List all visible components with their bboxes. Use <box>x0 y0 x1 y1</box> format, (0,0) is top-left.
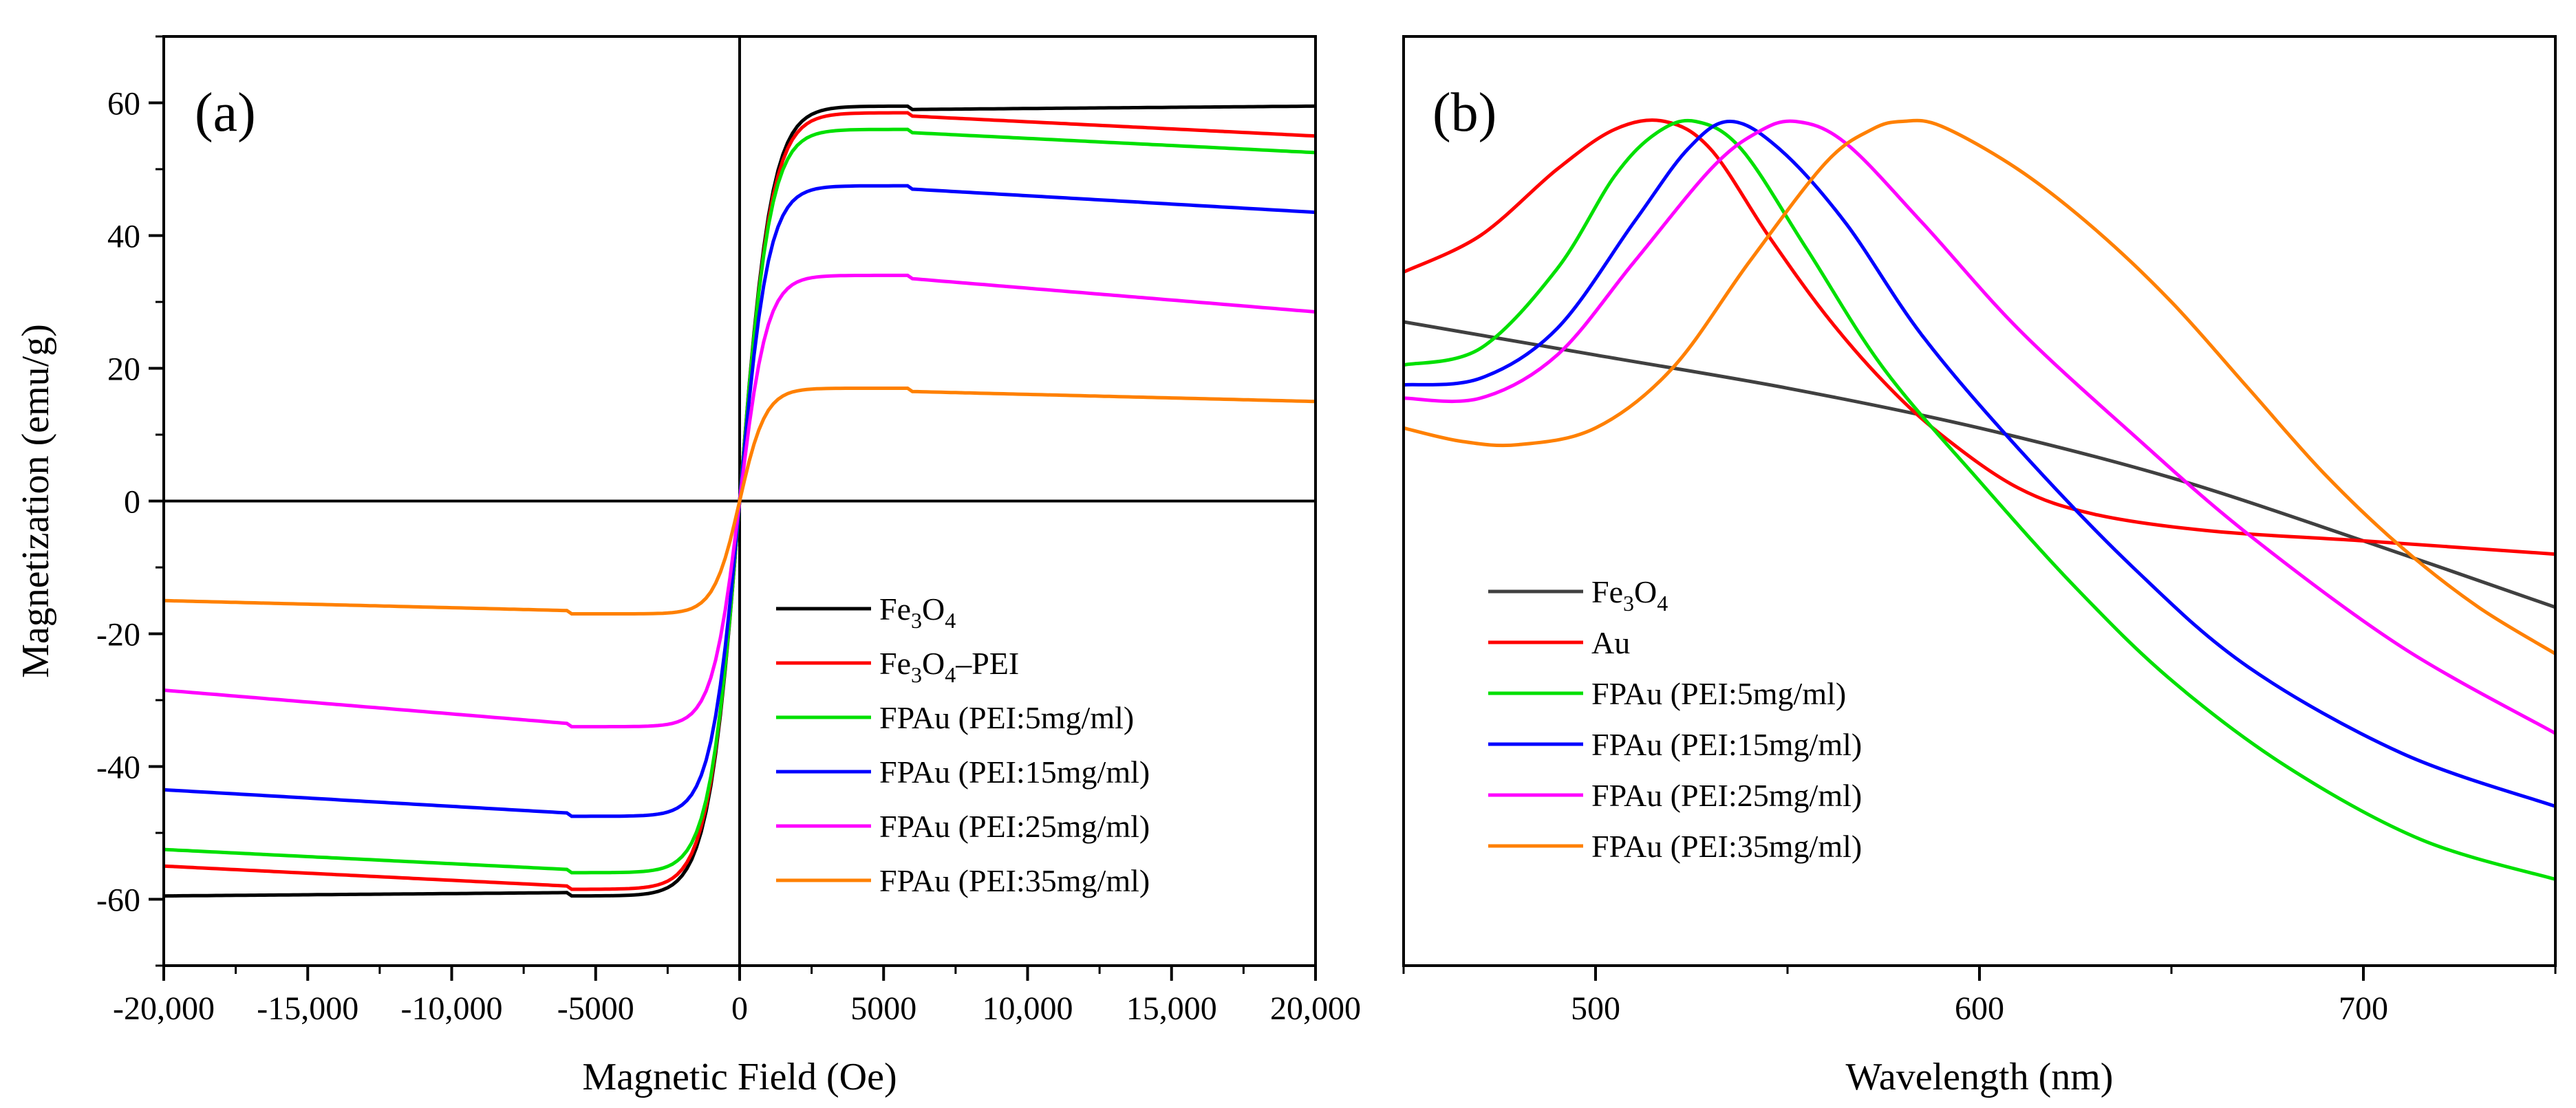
x-tick-label: 10,000 <box>983 990 1073 1027</box>
panel-label: (a) <box>195 83 256 143</box>
legend-text-part: Fe <box>1591 574 1623 609</box>
x-tick-label: -5000 <box>557 990 634 1027</box>
x-tick-label: 500 <box>1571 990 1620 1027</box>
y-axis-title: Magnetization (emu/g) <box>14 324 57 678</box>
legend-entry-3: FPAu (PEI:15mg/ml) <box>879 754 1150 790</box>
plot-frame <box>1402 35 2557 967</box>
x-tick-label: -20,000 <box>113 990 215 1027</box>
x-tick-label: 0 <box>731 990 748 1027</box>
x-tick-label: 700 <box>2339 990 2388 1027</box>
x-tick-label: -10,000 <box>401 990 503 1027</box>
legend-subscript: 3 <box>911 662 922 687</box>
x-axis-title: Magnetic Field (Oe) <box>582 1056 897 1098</box>
legend-entry-2: FPAu (PEI:5mg/ml) <box>1591 676 1846 711</box>
legend-text-part: Fe <box>879 591 911 627</box>
series-line-1 <box>1404 118 2555 556</box>
x-tick-label: 5000 <box>850 990 916 1027</box>
legend-entry-4: FPAu (PEI:25mg/ml) <box>1591 778 1862 813</box>
y-tick-label: 20 <box>107 351 140 388</box>
x-tick-label: 15,000 <box>1126 990 1217 1027</box>
legend-subscript: 4 <box>945 662 956 687</box>
y-tick-label: -20 <box>96 617 140 653</box>
legend-entry-0: Fe3O4 <box>879 591 956 633</box>
legend-entry-5: FPAu (PEI:35mg/ml) <box>879 863 1150 898</box>
series-line-2 <box>1404 119 2555 881</box>
series-line-3 <box>1404 119 2555 808</box>
legend-text-part: O <box>1634 574 1657 609</box>
legend-entry-1: Au <box>1591 625 1630 660</box>
y-tick-label: 40 <box>107 219 140 255</box>
legend-entry-1: Fe3O4–PEI <box>879 646 1019 687</box>
y-tick-label: -40 <box>96 750 140 786</box>
x-tick-label: 20,000 <box>1270 990 1361 1027</box>
series-line-5 <box>1404 118 2555 655</box>
legend-entry-0: Fe3O4 <box>1591 574 1668 616</box>
series-line-5 <box>164 387 1316 616</box>
legend-text-part: Fe <box>879 646 911 681</box>
legend-entry-2: FPAu (PEI:5mg/ml) <box>879 700 1134 735</box>
x-axis-title: Wavelength (nm) <box>1846 1056 2114 1098</box>
x-tick-label: -15,000 <box>257 990 358 1027</box>
y-tick-label: -60 <box>96 882 140 919</box>
legend-entry-4: FPAu (PEI:25mg/ml) <box>879 809 1150 844</box>
legend-subscript: 4 <box>1657 591 1668 616</box>
legend: Fe3O4 Au FPAu (PEI:5mg/ml) FPAu (PEI:15mg/m… <box>1488 574 1862 864</box>
legend-subscript: 3 <box>911 608 922 633</box>
panel-a-magnetization-chart: -20,000 -15,000 -10,000 -5000 0 5000 10,000 15,… <box>14 35 1361 1098</box>
legend-entry-5: FPAu (PEI:35mg/ml) <box>1591 829 1862 864</box>
legend-text-part: –PEI <box>955 646 1019 681</box>
series-group <box>1404 118 2555 881</box>
y-tick-label: 0 <box>124 484 140 521</box>
panel-b-absorbance-chart: 500 600 700 Wavelength (nm) (b) Fe3O4 Au FPAu (… <box>1402 35 2557 1098</box>
series-line-4 <box>1404 119 2555 735</box>
legend-subscript: 4 <box>945 608 956 633</box>
legend-subscript: 3 <box>1623 591 1634 616</box>
series-group <box>164 104 1316 898</box>
panel-label: (b) <box>1432 83 1496 143</box>
y-tick-label: 60 <box>107 86 140 122</box>
legend-text-part: O <box>922 646 945 681</box>
legend-entry-3: FPAu (PEI:15mg/ml) <box>1591 727 1862 762</box>
x-tick-label: 600 <box>1955 990 2004 1027</box>
legend-text-part: O <box>922 591 945 627</box>
